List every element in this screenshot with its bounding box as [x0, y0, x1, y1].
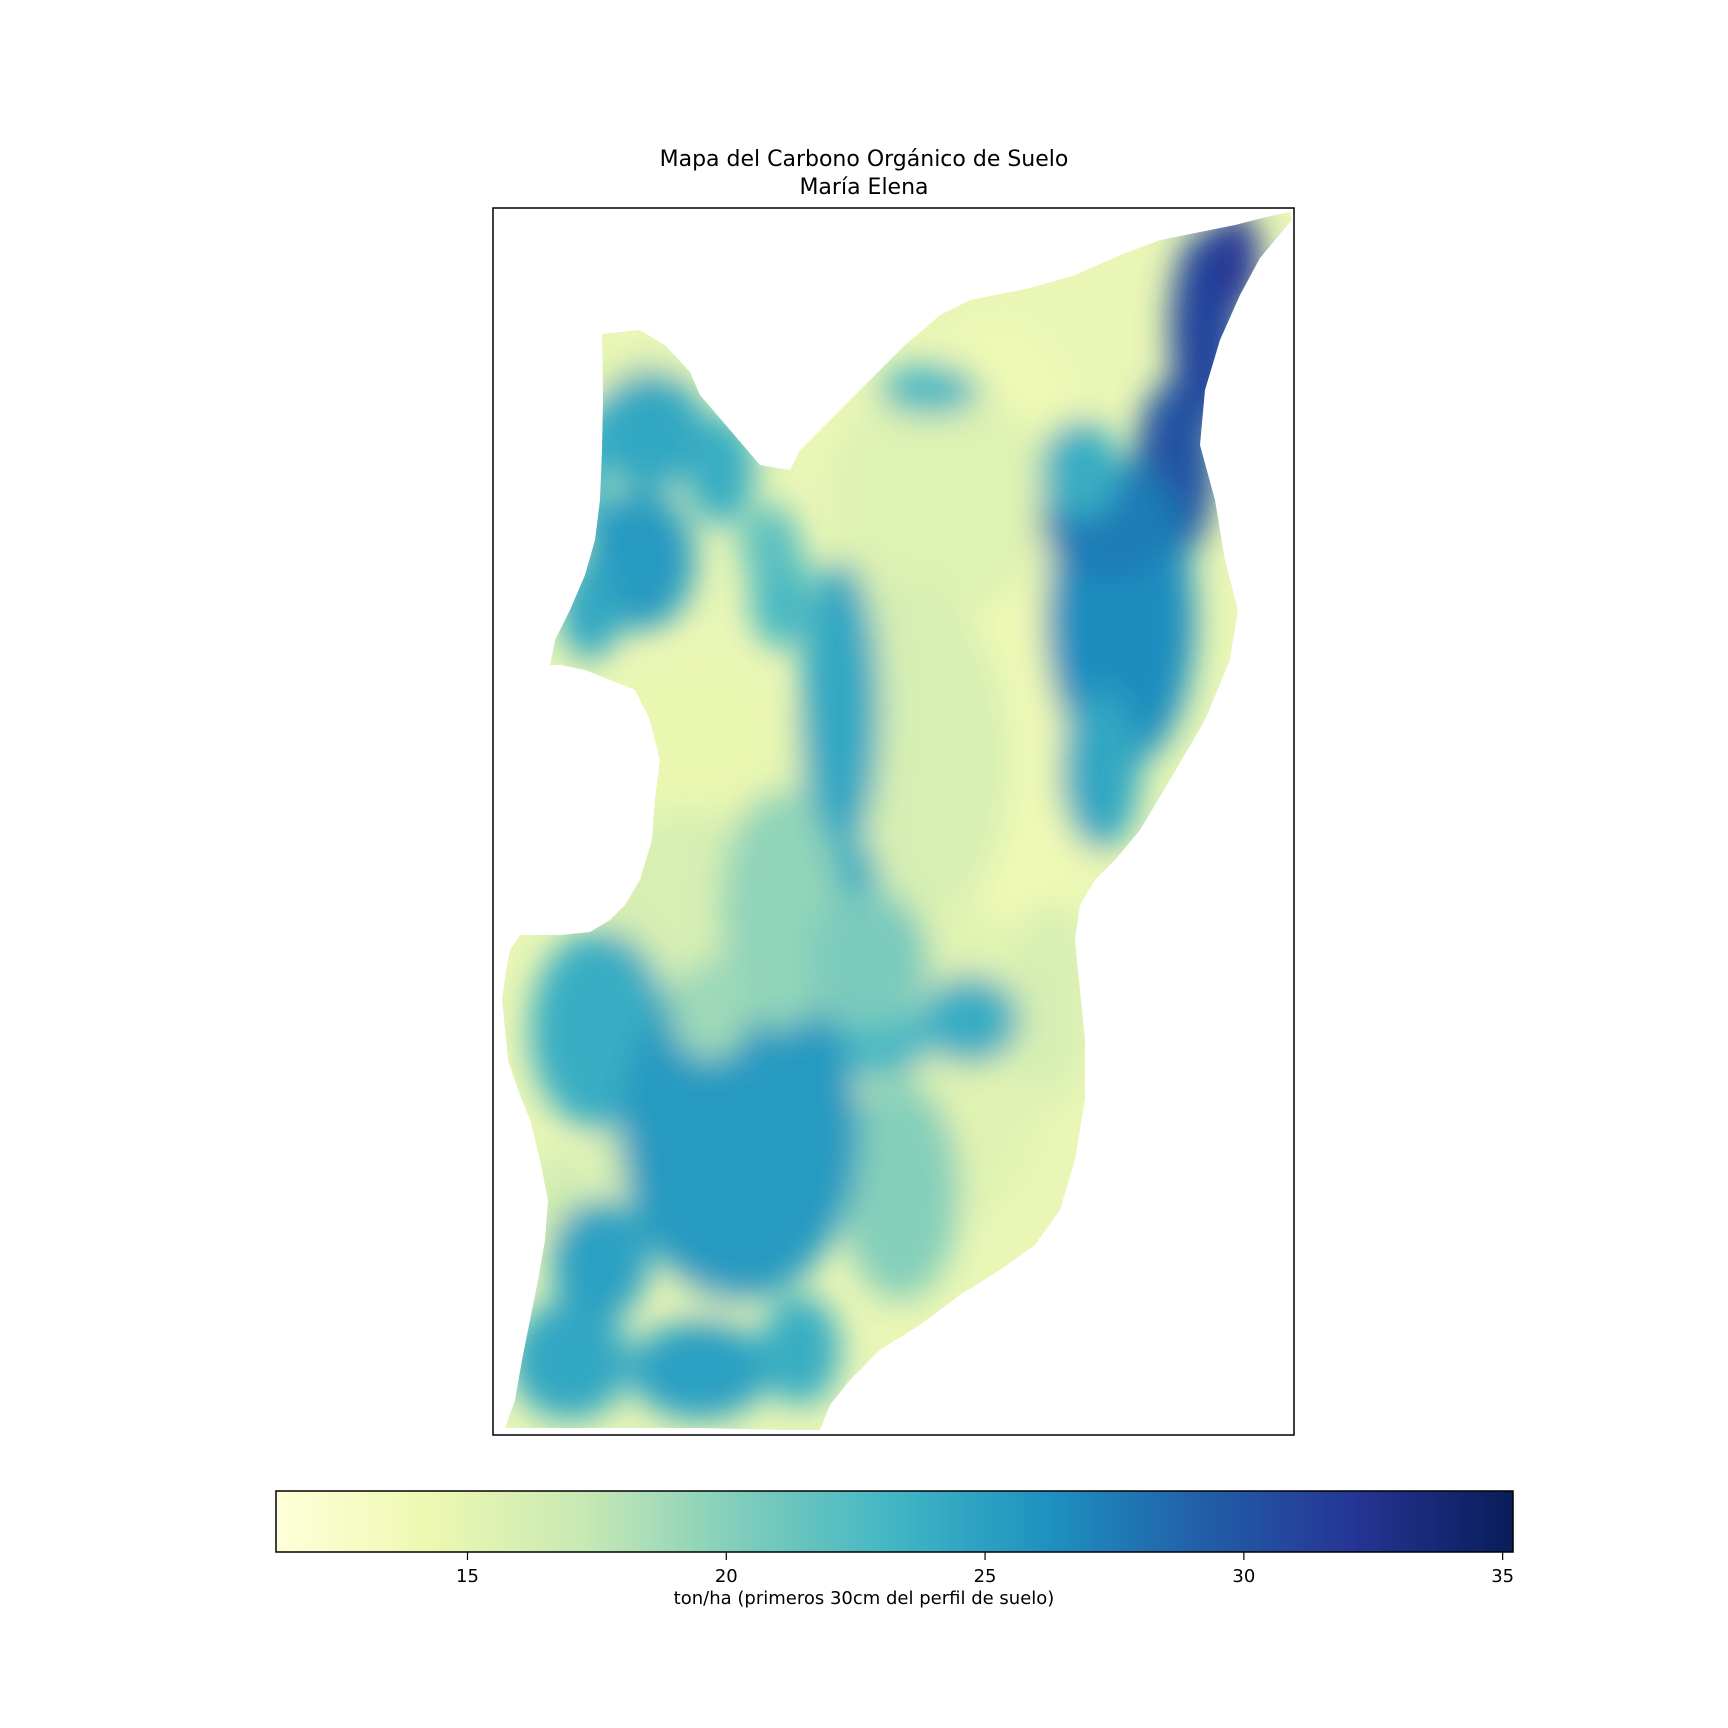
map-panel	[492, 207, 1295, 1436]
carbon-zone	[880, 365, 980, 415]
carbon-zone	[810, 890, 930, 1030]
colorbar-tick-label: 25	[974, 1566, 997, 1587]
carbon-zone	[560, 560, 620, 660]
colorbar-gradient	[275, 1490, 1514, 1553]
colorbar-tick-label: 35	[1491, 1566, 1514, 1587]
carbon-zone	[830, 380, 1050, 620]
carbon-zone	[1060, 690, 1140, 850]
carbon-zone	[720, 790, 840, 1030]
carbon-zone	[800, 560, 880, 860]
carbon-zone	[550, 1200, 650, 1320]
colorbar-tick-label: 15	[456, 1566, 479, 1587]
carbon-zone	[740, 505, 800, 585]
colorbar: 15 20 25 30 35	[275, 1490, 1514, 1587]
carbon-zone	[630, 1320, 770, 1420]
carbon-zone	[760, 1295, 840, 1405]
map-frame	[492, 207, 1295, 1436]
soil-carbon-raster	[502, 212, 1292, 1430]
carbon-zone	[595, 370, 705, 490]
colorbar-tick-label: 20	[715, 1566, 738, 1587]
carbon-zone	[510, 1300, 630, 1420]
carbon-zone	[840, 1080, 960, 1300]
carbon-zone	[565, 410, 605, 530]
colorbar-tick-label: 30	[1232, 1566, 1255, 1587]
map-subtitle: María Elena	[799, 175, 929, 200]
colorbar-ticks: 15 20 25 30 35	[456, 1552, 1514, 1587]
carbon-zone	[685, 415, 755, 525]
carbon-zone	[620, 960, 860, 1300]
colorbar-label: ton/ha (primeros 30cm del perfil de suel…	[673, 1588, 1055, 1609]
carbon-zone	[1210, 212, 1260, 310]
carbon-zone	[1040, 420, 1120, 520]
map-title: Mapa del Carbono Orgánico de Suelo	[659, 147, 1069, 172]
carbon-zone	[920, 975, 1020, 1065]
carbon-zone	[670, 960, 750, 1060]
carbon-zone	[1010, 900, 1090, 1100]
